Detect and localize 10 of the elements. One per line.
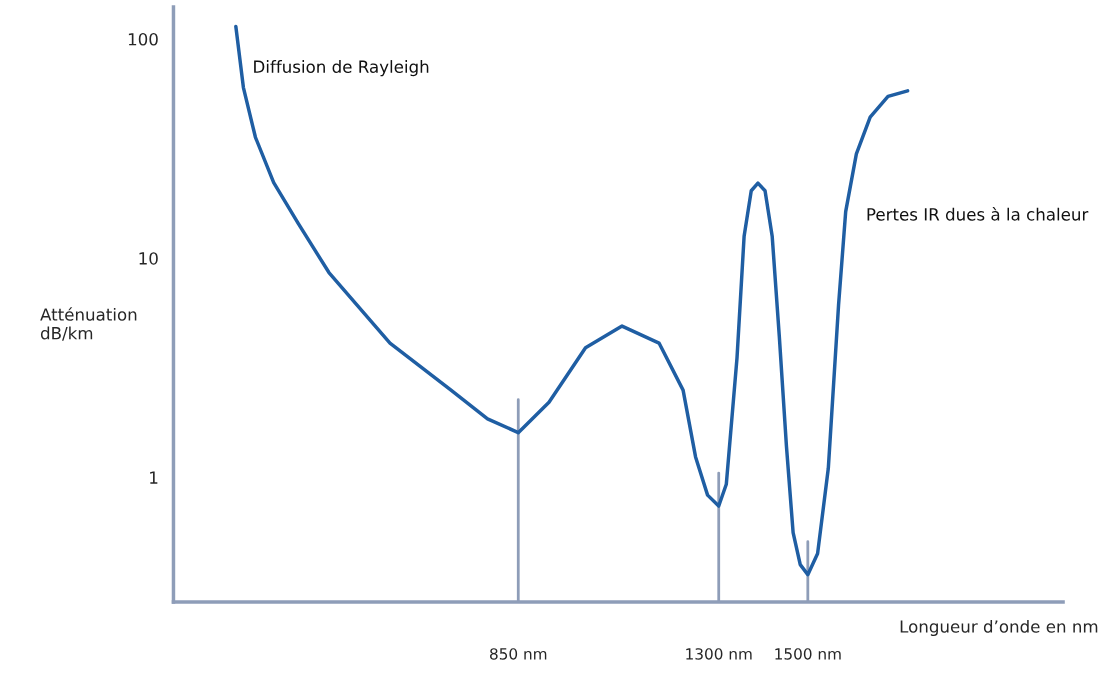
y-tick-label: 1 — [150, 471, 158, 484]
x-tick-label: 850 nm — [490, 648, 547, 660]
x-axis-title: Longueur d’onde en nm — [900, 619, 1098, 637]
x-tick-label: 1500 nm — [775, 648, 841, 660]
y-tick-label: 10 — [139, 252, 158, 265]
y-axis-title: Atténuation dB/km — [40, 307, 137, 341]
x-tick-label: 1300 nm — [686, 648, 752, 660]
y-tick-label: 100 — [128, 32, 158, 46]
annotation: Diffusion de Rayleigh — [254, 60, 429, 77]
annotation: Pertes IR dues à la chaleur — [867, 207, 1089, 221]
